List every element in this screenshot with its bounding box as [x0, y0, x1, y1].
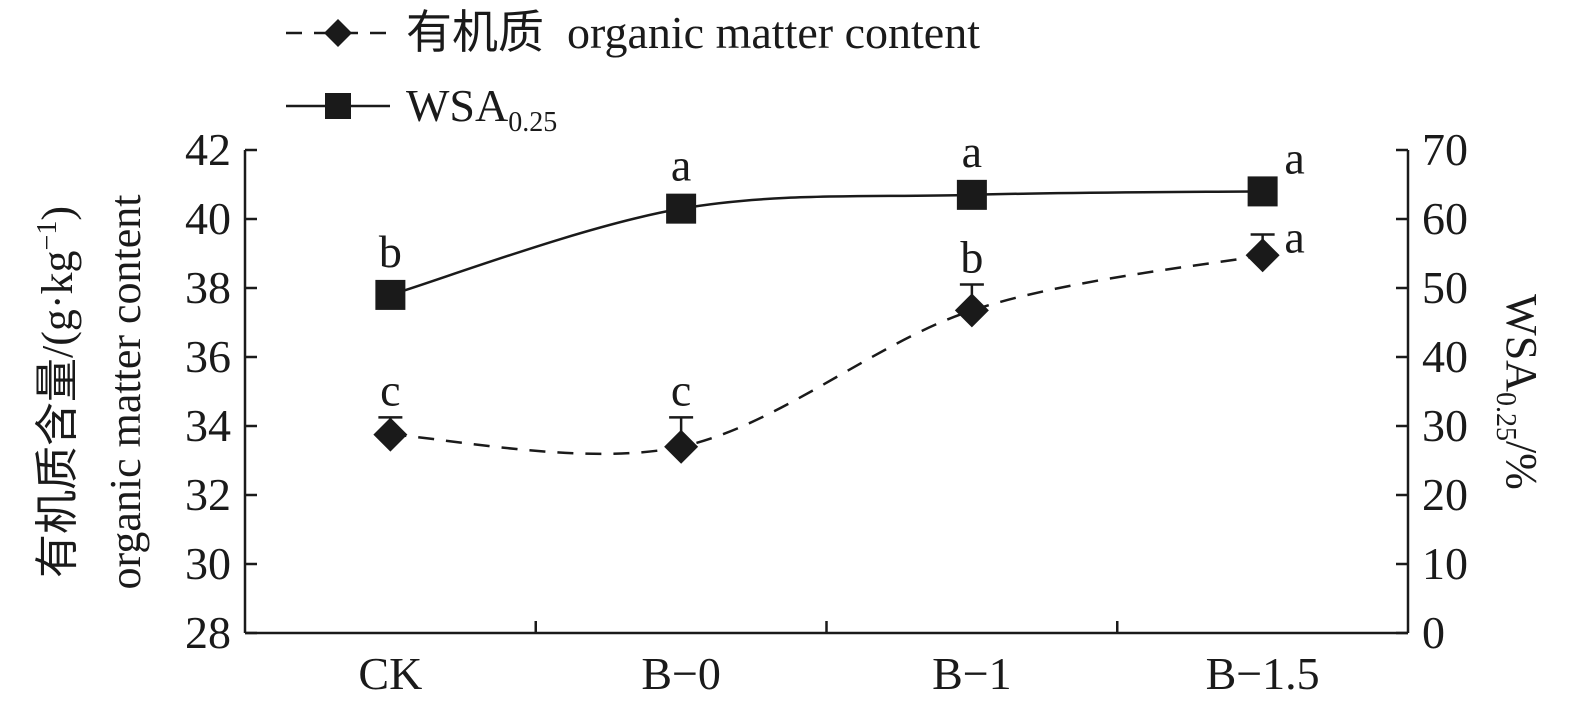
right-tick-label: 40	[1422, 331, 1468, 382]
legend: 有机质 organic matter content WSA0.25	[286, 7, 980, 138]
left-axis-title-close: )	[33, 206, 82, 221]
organic-matter-point	[664, 429, 699, 464]
right-axis-title-tail: /%	[1497, 441, 1546, 490]
axes	[243, 150, 1410, 635]
legend-label-organic: 有机质 organic matter content	[406, 7, 980, 58]
right-tick-label: 10	[1422, 538, 1468, 589]
right-tick-label: 30	[1422, 400, 1468, 451]
organic-matter-sig-label: b	[960, 232, 983, 283]
left-axis-title-sup: −1	[32, 221, 63, 251]
x-tick-label: B−0	[641, 648, 721, 699]
organic-matter-sig-label: c	[671, 364, 691, 415]
organic-matter-line	[390, 253, 1263, 456]
legend-diamond-marker	[324, 19, 352, 47]
right-axis-title-sub: 0.25	[1490, 392, 1521, 441]
left-tick-label: 32	[185, 469, 231, 520]
left-axis-title-line1: 有机质含量/(g·kg−1)	[32, 206, 82, 578]
organic-matter-sig-label: c	[380, 364, 400, 415]
left-tick-label: 30	[185, 538, 231, 589]
wsa-sig-label: a	[1284, 132, 1304, 183]
wsa-point	[1247, 176, 1278, 207]
left-tick-label: 38	[185, 262, 231, 313]
legend-square-marker	[325, 93, 351, 119]
x-axis-ticks: CK B−0 B−1 B−1.5	[358, 621, 1320, 699]
right-tick-label: 60	[1422, 193, 1468, 244]
left-axis-title-text: 有机质含量/(g·kg	[33, 250, 82, 578]
right-tick-label: 70	[1422, 124, 1468, 175]
x-tick-label: B−1	[932, 648, 1012, 699]
wsa-sig-label: a	[962, 126, 982, 177]
right-tick-label: 50	[1422, 262, 1468, 313]
organic-matter-point	[954, 293, 989, 328]
wsa-line	[390, 190, 1263, 297]
left-tick-label: 36	[185, 331, 231, 382]
wsa-point	[956, 179, 987, 210]
wsa-point	[375, 279, 406, 310]
x-tick-label: B−1.5	[1206, 648, 1320, 699]
right-axis-title: WSA0.25/%	[1490, 294, 1546, 490]
x-tick-label: CK	[358, 648, 422, 699]
left-tick-label: 34	[185, 400, 231, 451]
organic-matter-point	[1245, 238, 1280, 273]
wsa-sig-label: a	[671, 140, 691, 191]
left-tick-label: 28	[185, 607, 231, 658]
organic-matter-point	[373, 417, 408, 452]
right-axis-ticks: 0 10 20 30 40 50 60 70	[1396, 124, 1468, 658]
legend-wsa-main: WSA	[406, 80, 508, 131]
wsa-sig-label: b	[379, 226, 402, 277]
right-tick-label: 20	[1422, 469, 1468, 520]
series-layer: c cb aba a a	[373, 126, 1305, 464]
left-tick-label: 40	[185, 193, 231, 244]
left-axis-title-line2: organic matter content	[101, 194, 150, 589]
legend-label-wsa: WSA0.25	[406, 80, 557, 138]
wsa-point	[666, 193, 697, 224]
left-axis-ticks: 28 30 32 34 36 38 40 42	[185, 124, 257, 658]
legend-wsa-sub: 0.25	[508, 107, 557, 138]
right-tick-label: 0	[1422, 607, 1445, 658]
right-axis-title-main: WSA	[1497, 294, 1546, 392]
left-tick-label: 42	[185, 124, 231, 175]
organic-matter-sig-label: a	[1284, 212, 1304, 263]
